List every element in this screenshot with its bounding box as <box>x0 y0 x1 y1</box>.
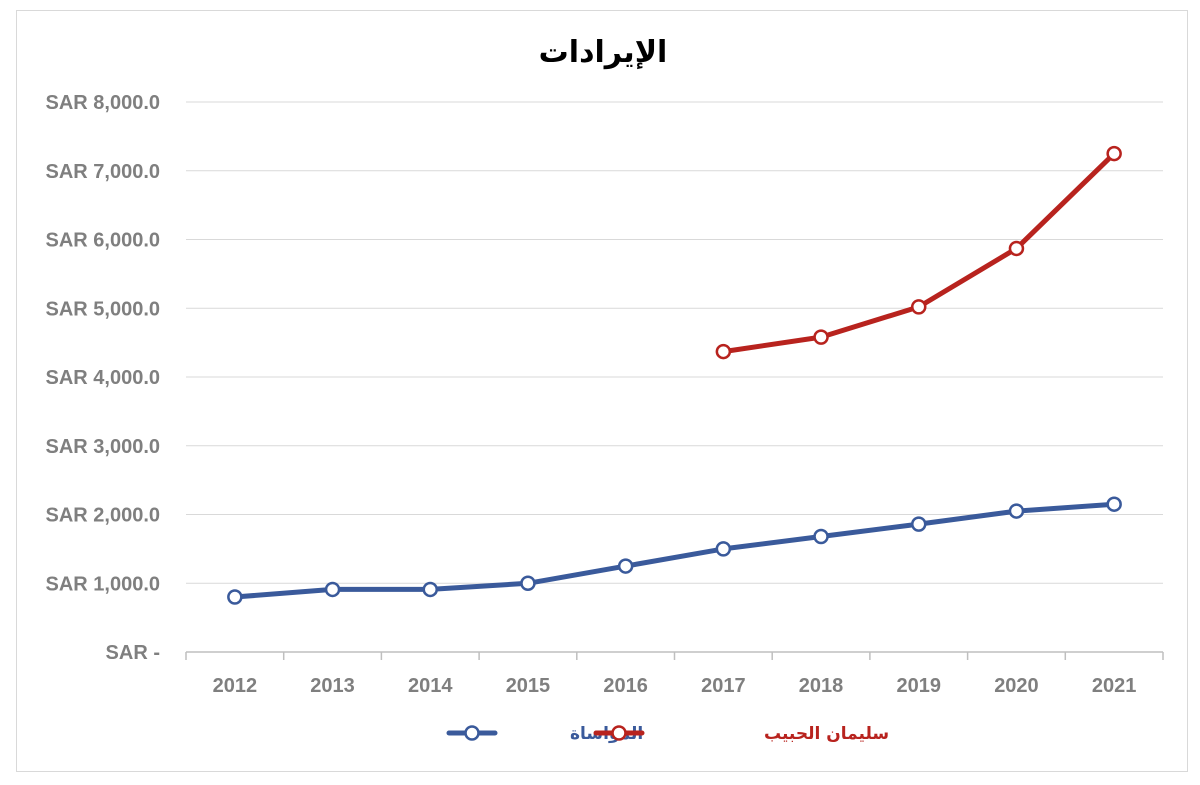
legend-swatch-marker <box>611 725 627 741</box>
data-point <box>715 541 732 557</box>
y-tick-label: SAR 8,000.0 <box>45 92 160 114</box>
y-tick-label: SAR 2,000.0 <box>45 505 160 527</box>
x-tick-label: 2017 <box>701 675 746 697</box>
chart-title: الإيرادات <box>539 35 668 70</box>
y-tick-label: SAR 3,000.0 <box>45 436 160 458</box>
y-tick-label: SAR 7,000.0 <box>45 161 160 183</box>
legend-swatch-marker <box>464 725 480 741</box>
data-point <box>1008 503 1025 519</box>
series-line-0 <box>232 501 1117 600</box>
y-tick-label: SAR 1,000.0 <box>45 573 160 595</box>
series-line-1 <box>720 151 1117 355</box>
x-tick-label: 2016 <box>603 675 648 697</box>
series-layer <box>227 145 1122 605</box>
x-tick-label: 2019 <box>897 675 942 697</box>
x-tick-label: 2021 <box>1092 675 1137 697</box>
legend-label: سليمان الحبيب <box>764 724 889 744</box>
legend: المواساةسليمان الحبيب <box>446 724 889 744</box>
data-point <box>715 343 732 360</box>
y-tick-label: SAR 4,000.0 <box>45 367 160 389</box>
data-point <box>324 581 341 598</box>
y-tick-label: SAR - <box>106 642 160 664</box>
axes: SAR - SAR 1,000.0 SAR 2,000.0 SAR 3,000.0 SA… <box>45 92 1164 697</box>
data-point <box>617 558 634 574</box>
data-point <box>520 575 536 591</box>
data-point <box>1008 240 1025 257</box>
data-point <box>1106 145 1122 162</box>
x-tick-label: 2012 <box>213 675 258 697</box>
x-tick-label: 2014 <box>408 675 453 697</box>
x-tick-label: 2018 <box>799 675 844 697</box>
y-tick-label: SAR 5,000.0 <box>45 298 160 320</box>
data-point <box>1106 496 1122 512</box>
data-point <box>422 581 438 598</box>
x-tick-label: 2020 <box>994 675 1039 697</box>
x-tick-label: 2013 <box>310 675 355 697</box>
chart-frame <box>16 10 1188 772</box>
data-point <box>911 299 927 315</box>
data-point <box>813 329 829 345</box>
x-tick-label: 2015 <box>506 675 551 697</box>
data-point <box>227 589 243 605</box>
y-tick-label: SAR 6,000.0 <box>45 230 160 252</box>
data-point <box>911 516 927 532</box>
data-point <box>813 528 829 545</box>
